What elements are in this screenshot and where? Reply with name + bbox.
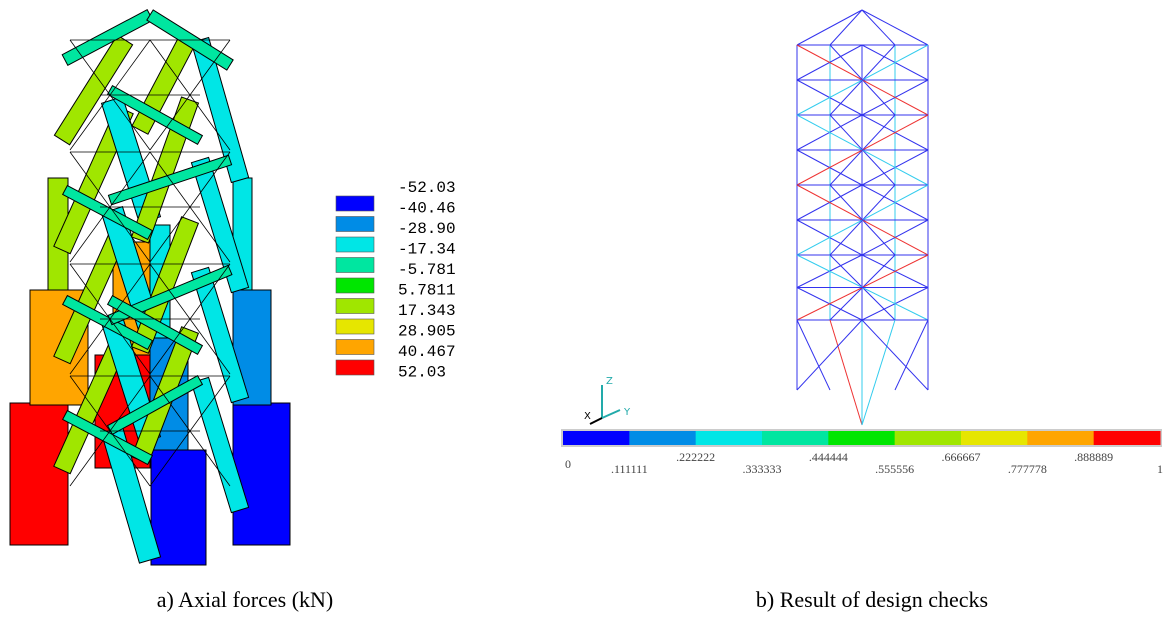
legend-swatch	[335, 339, 375, 355]
member	[61, 9, 154, 66]
legend-label: -5.781	[398, 261, 456, 279]
colorbar-segment	[1093, 431, 1161, 445]
tower-member	[861, 319, 896, 426]
colorbar-label: .888889	[1074, 450, 1113, 464]
legend-label: 17.343	[398, 302, 456, 320]
legend-label: 40.467	[398, 343, 456, 361]
colorbar-segment	[695, 431, 763, 445]
colorbar-segment	[563, 431, 630, 445]
tower-member	[861, 9, 929, 46]
member	[106, 294, 204, 356]
axis-label: Y	[623, 407, 631, 418]
colorbar-segment	[828, 431, 896, 445]
tower-member	[796, 319, 863, 391]
legend-label: -28.90	[398, 220, 456, 238]
tower-member	[861, 9, 896, 46]
axis-y	[601, 409, 621, 419]
legend-label: -40.46	[398, 200, 456, 218]
colorbar-label: .333333	[743, 462, 782, 476]
axis-x	[589, 417, 603, 425]
colorbar-segment	[1027, 431, 1095, 445]
member	[150, 449, 207, 566]
member	[190, 156, 250, 294]
colorbar-segment	[961, 431, 1028, 445]
legend-label: -52.03	[398, 179, 456, 197]
member	[106, 84, 204, 146]
legend-label: 5.7811	[398, 282, 456, 300]
tower-member	[796, 319, 831, 391]
legend-label: 52.03	[398, 364, 446, 382]
colorbar-label: 0	[565, 457, 571, 471]
colorbar-segment	[762, 431, 829, 445]
colorbar-label: .222222	[676, 450, 715, 464]
member	[61, 409, 154, 466]
member	[232, 402, 291, 546]
legend-label: 28.905	[398, 323, 456, 341]
legend-swatch	[335, 257, 375, 273]
colorbar-label: 1	[1157, 462, 1163, 476]
tower-member	[861, 319, 929, 391]
legend-swatch	[335, 298, 375, 314]
member	[190, 266, 250, 404]
tower-member	[796, 9, 863, 46]
legend-swatch	[335, 195, 375, 212]
caption: a) Axial forces (kN)	[157, 587, 334, 612]
legend-swatch	[335, 359, 375, 376]
legend-swatch	[335, 236, 375, 253]
legend-label: -17.34	[398, 241, 456, 259]
colorbar-label: .111111	[611, 462, 648, 476]
member	[61, 184, 154, 241]
caption: b) Result of design checks	[756, 587, 988, 612]
colorbar-segment	[894, 431, 962, 445]
axis-label: Z	[606, 376, 613, 387]
legend-swatch	[335, 216, 375, 232]
colorbar-label: .777778	[1008, 462, 1047, 476]
axis-label: X	[584, 411, 591, 422]
colorbar-label: .444444	[809, 450, 848, 464]
colorbar-label: .555556	[875, 462, 914, 476]
tower-member	[829, 9, 863, 46]
design-check-model	[796, 9, 929, 426]
legend-swatch	[335, 318, 375, 335]
colorbar-label: .666667	[942, 450, 981, 464]
tower-member	[829, 319, 863, 426]
colorbar-segment	[629, 431, 697, 445]
axial-force-model	[9, 9, 291, 566]
tower-member	[894, 319, 929, 391]
member	[9, 402, 69, 546]
legend-swatch	[335, 277, 375, 294]
